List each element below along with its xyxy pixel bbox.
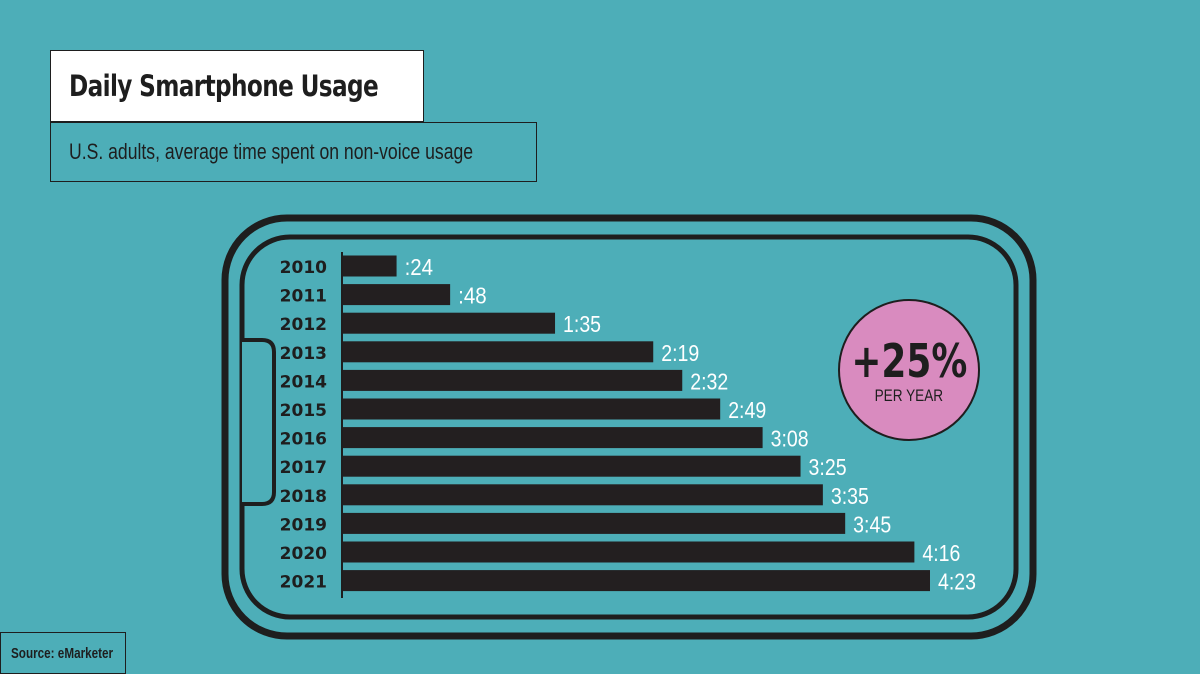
year-label-2016: 2016 <box>280 430 327 450</box>
year-label-2018: 2018 <box>280 487 327 507</box>
bar-2019 <box>343 512 846 534</box>
bar-2020 <box>343 541 915 563</box>
year-label-2013: 2013 <box>280 344 327 364</box>
year-label-2021: 2021 <box>280 573 327 593</box>
bar-2021 <box>343 570 930 592</box>
bars-group: 2010 :24 2011 :48 2012 1:35 2013 2:19 2014 2:32 20… <box>280 254 976 595</box>
bar-2013 <box>343 341 654 363</box>
bar-2018 <box>343 484 823 506</box>
year-label-2010: 2010 <box>280 258 327 278</box>
value-label-2015: 2:49 <box>728 397 766 423</box>
value-label-2021: 4:23 <box>938 569 976 595</box>
value-label-2016: 3:08 <box>771 426 809 452</box>
value-label-2011: :48 <box>458 283 487 309</box>
year-label-2011: 2011 <box>280 287 327 307</box>
bar-2017 <box>343 455 801 477</box>
year-label-2015: 2015 <box>280 401 327 421</box>
chart-subtitle: U.S. adults, average time spent on non-v… <box>69 139 474 164</box>
value-label-2017: 3:25 <box>809 454 847 480</box>
growth-badge: +25% PER YEAR <box>838 299 980 441</box>
source-box: Source: eMarketer <box>0 632 126 674</box>
year-label-2014: 2014 <box>280 372 327 392</box>
growth-percent: +25% <box>851 334 967 388</box>
value-label-2020: 4:16 <box>922 540 960 566</box>
value-label-2014: 2:32 <box>690 368 728 394</box>
bar-2012 <box>343 312 556 334</box>
value-label-2018: 3:35 <box>831 483 869 509</box>
bar-2014 <box>343 369 683 391</box>
value-label-2010: :24 <box>405 254 434 280</box>
title-box: Daily Smartphone Usage <box>50 50 424 122</box>
year-label-2019: 2019 <box>280 515 327 535</box>
subtitle-box: U.S. adults, average time spent on non-v… <box>50 122 537 182</box>
year-label-2012: 2012 <box>280 315 327 335</box>
value-label-2013: 2:19 <box>661 340 699 366</box>
bar-2015 <box>343 398 721 420</box>
bar-2011 <box>343 284 451 306</box>
phone-side-notch <box>242 338 276 506</box>
growth-caption: PER YEAR <box>874 386 944 405</box>
bar-2010 <box>343 255 397 277</box>
year-label-2020: 2020 <box>280 544 327 564</box>
chart-title: Daily Smartphone Usage <box>69 69 379 103</box>
value-label-2012: 1:35 <box>563 311 601 337</box>
year-label-2017: 2017 <box>280 458 327 478</box>
bar-2016 <box>343 427 763 449</box>
source-text: Source: eMarketer <box>11 644 114 662</box>
value-label-2019: 3:45 <box>853 511 891 537</box>
